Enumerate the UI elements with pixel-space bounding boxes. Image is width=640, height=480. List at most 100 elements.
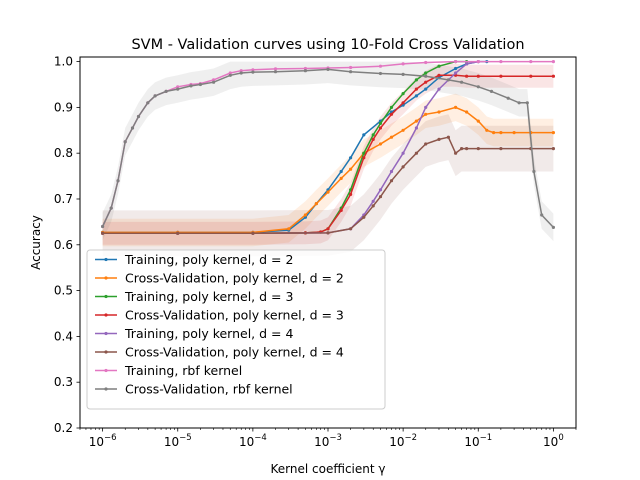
x-axis-ticks: 10−6 10−5 10−4 10−3 10−2 10−1 100 [79, 428, 577, 449]
series-8-point [378, 71, 383, 76]
series-2-point [378, 142, 383, 146]
series-2-point [437, 110, 441, 114]
series-2-point [326, 190, 330, 194]
legend-label: Training, poly kernel, d = 2 [124, 252, 293, 267]
series-4-point [529, 74, 533, 78]
series-3-point [437, 64, 441, 68]
series-3-point [389, 105, 394, 109]
series-8-point [326, 67, 330, 71]
y-tick-label: 0.9 [54, 100, 73, 114]
series-4-point [476, 74, 480, 78]
series-6-point [437, 137, 441, 141]
series-5-point [378, 188, 383, 192]
series-6-point [460, 147, 464, 151]
series-5-point [465, 62, 469, 66]
series-6-point [251, 231, 255, 235]
series-2-point [414, 119, 418, 123]
legend-marker [104, 257, 108, 262]
legend-box [86, 249, 386, 410]
series-1-point [339, 169, 343, 174]
series-8-point [130, 126, 135, 130]
series-6-point [551, 147, 556, 151]
series-6-point [424, 142, 428, 146]
series-4-point [349, 192, 353, 196]
x-tick-label: 10−6 [89, 433, 117, 449]
series-4-point [371, 137, 375, 141]
series-4-point [339, 208, 343, 212]
y-tick-label: 0.6 [54, 238, 73, 252]
series-4-point [378, 126, 383, 130]
series-6-point [378, 195, 383, 199]
series-8-point [517, 101, 521, 105]
series-4-point [401, 101, 405, 105]
series-2-point [499, 131, 503, 135]
series-2-point [454, 105, 458, 109]
series-8-point [525, 101, 529, 105]
y-tick-label: 0.4 [54, 329, 73, 343]
series-2-point [303, 213, 307, 217]
series-7-point [176, 85, 180, 89]
legend-marker [104, 350, 108, 354]
series-6-confidence-band [102, 114, 554, 257]
series-1-point [414, 94, 418, 98]
series-4-point [499, 74, 503, 78]
series-8-point [136, 114, 141, 119]
series-8-point [146, 101, 150, 105]
series-6-point [465, 147, 469, 151]
series-2-point [476, 119, 480, 123]
legend-marker [104, 387, 108, 391]
series-6-point [389, 179, 394, 183]
series-8-point [116, 179, 120, 183]
x-tick-label: 10−1 [464, 433, 492, 449]
y-tick-label: 1.0 [54, 55, 73, 69]
y-axis-label: Accuracy [29, 215, 43, 270]
series-4-point [414, 87, 418, 91]
series-4-point [551, 74, 556, 78]
legend-label: Training, poly kernel, d = 4 [124, 326, 293, 341]
series-5-point [414, 126, 418, 130]
series-8-point [164, 89, 168, 93]
series-2-point [512, 131, 516, 135]
legend-label: Cross-Validation, rbf kernel [125, 382, 293, 397]
series-6-point [326, 231, 330, 235]
y-tick-label: 0.3 [54, 375, 73, 389]
series-8-point [349, 70, 353, 74]
series-8-point [303, 69, 307, 73]
series-4-point [465, 74, 469, 78]
legend-marker [104, 368, 108, 373]
series-7-point [228, 71, 232, 75]
series-8-point [153, 94, 157, 98]
series-8-point [176, 87, 180, 91]
series-8-point [198, 82, 202, 87]
x-axis-label: Kernel coefficient γ [271, 462, 386, 476]
legend-marker [104, 294, 108, 299]
series-2-point [485, 128, 489, 132]
series-7-point [476, 60, 480, 64]
series-6-point [446, 135, 450, 139]
series-3-point [424, 71, 428, 75]
series-3-point [401, 92, 405, 96]
series-8-point [212, 80, 216, 84]
series-7-point [424, 60, 428, 65]
series-8-point [109, 206, 113, 210]
series-4-confidence-band [102, 63, 554, 245]
series-8-point [401, 72, 405, 76]
series-8-point [540, 213, 544, 217]
series-1-point [362, 133, 366, 137]
series-6-point [371, 204, 375, 208]
series-7-point [251, 68, 255, 72]
series-5-point [389, 169, 394, 174]
series-8-point [506, 96, 510, 100]
legend-marker [104, 276, 108, 280]
legend-label: Cross-Validation, poly kernel, d = 3 [125, 308, 344, 323]
y-tick-label: 0.8 [54, 146, 73, 160]
series-6-point [349, 227, 353, 231]
series-6-point [499, 147, 503, 151]
series-7-point [212, 78, 216, 82]
series-7-point [239, 69, 243, 73]
series-8-point [101, 224, 105, 229]
y-tick-label: 0.2 [54, 421, 73, 435]
series-2-point [551, 131, 556, 135]
series-7-point [401, 62, 405, 66]
